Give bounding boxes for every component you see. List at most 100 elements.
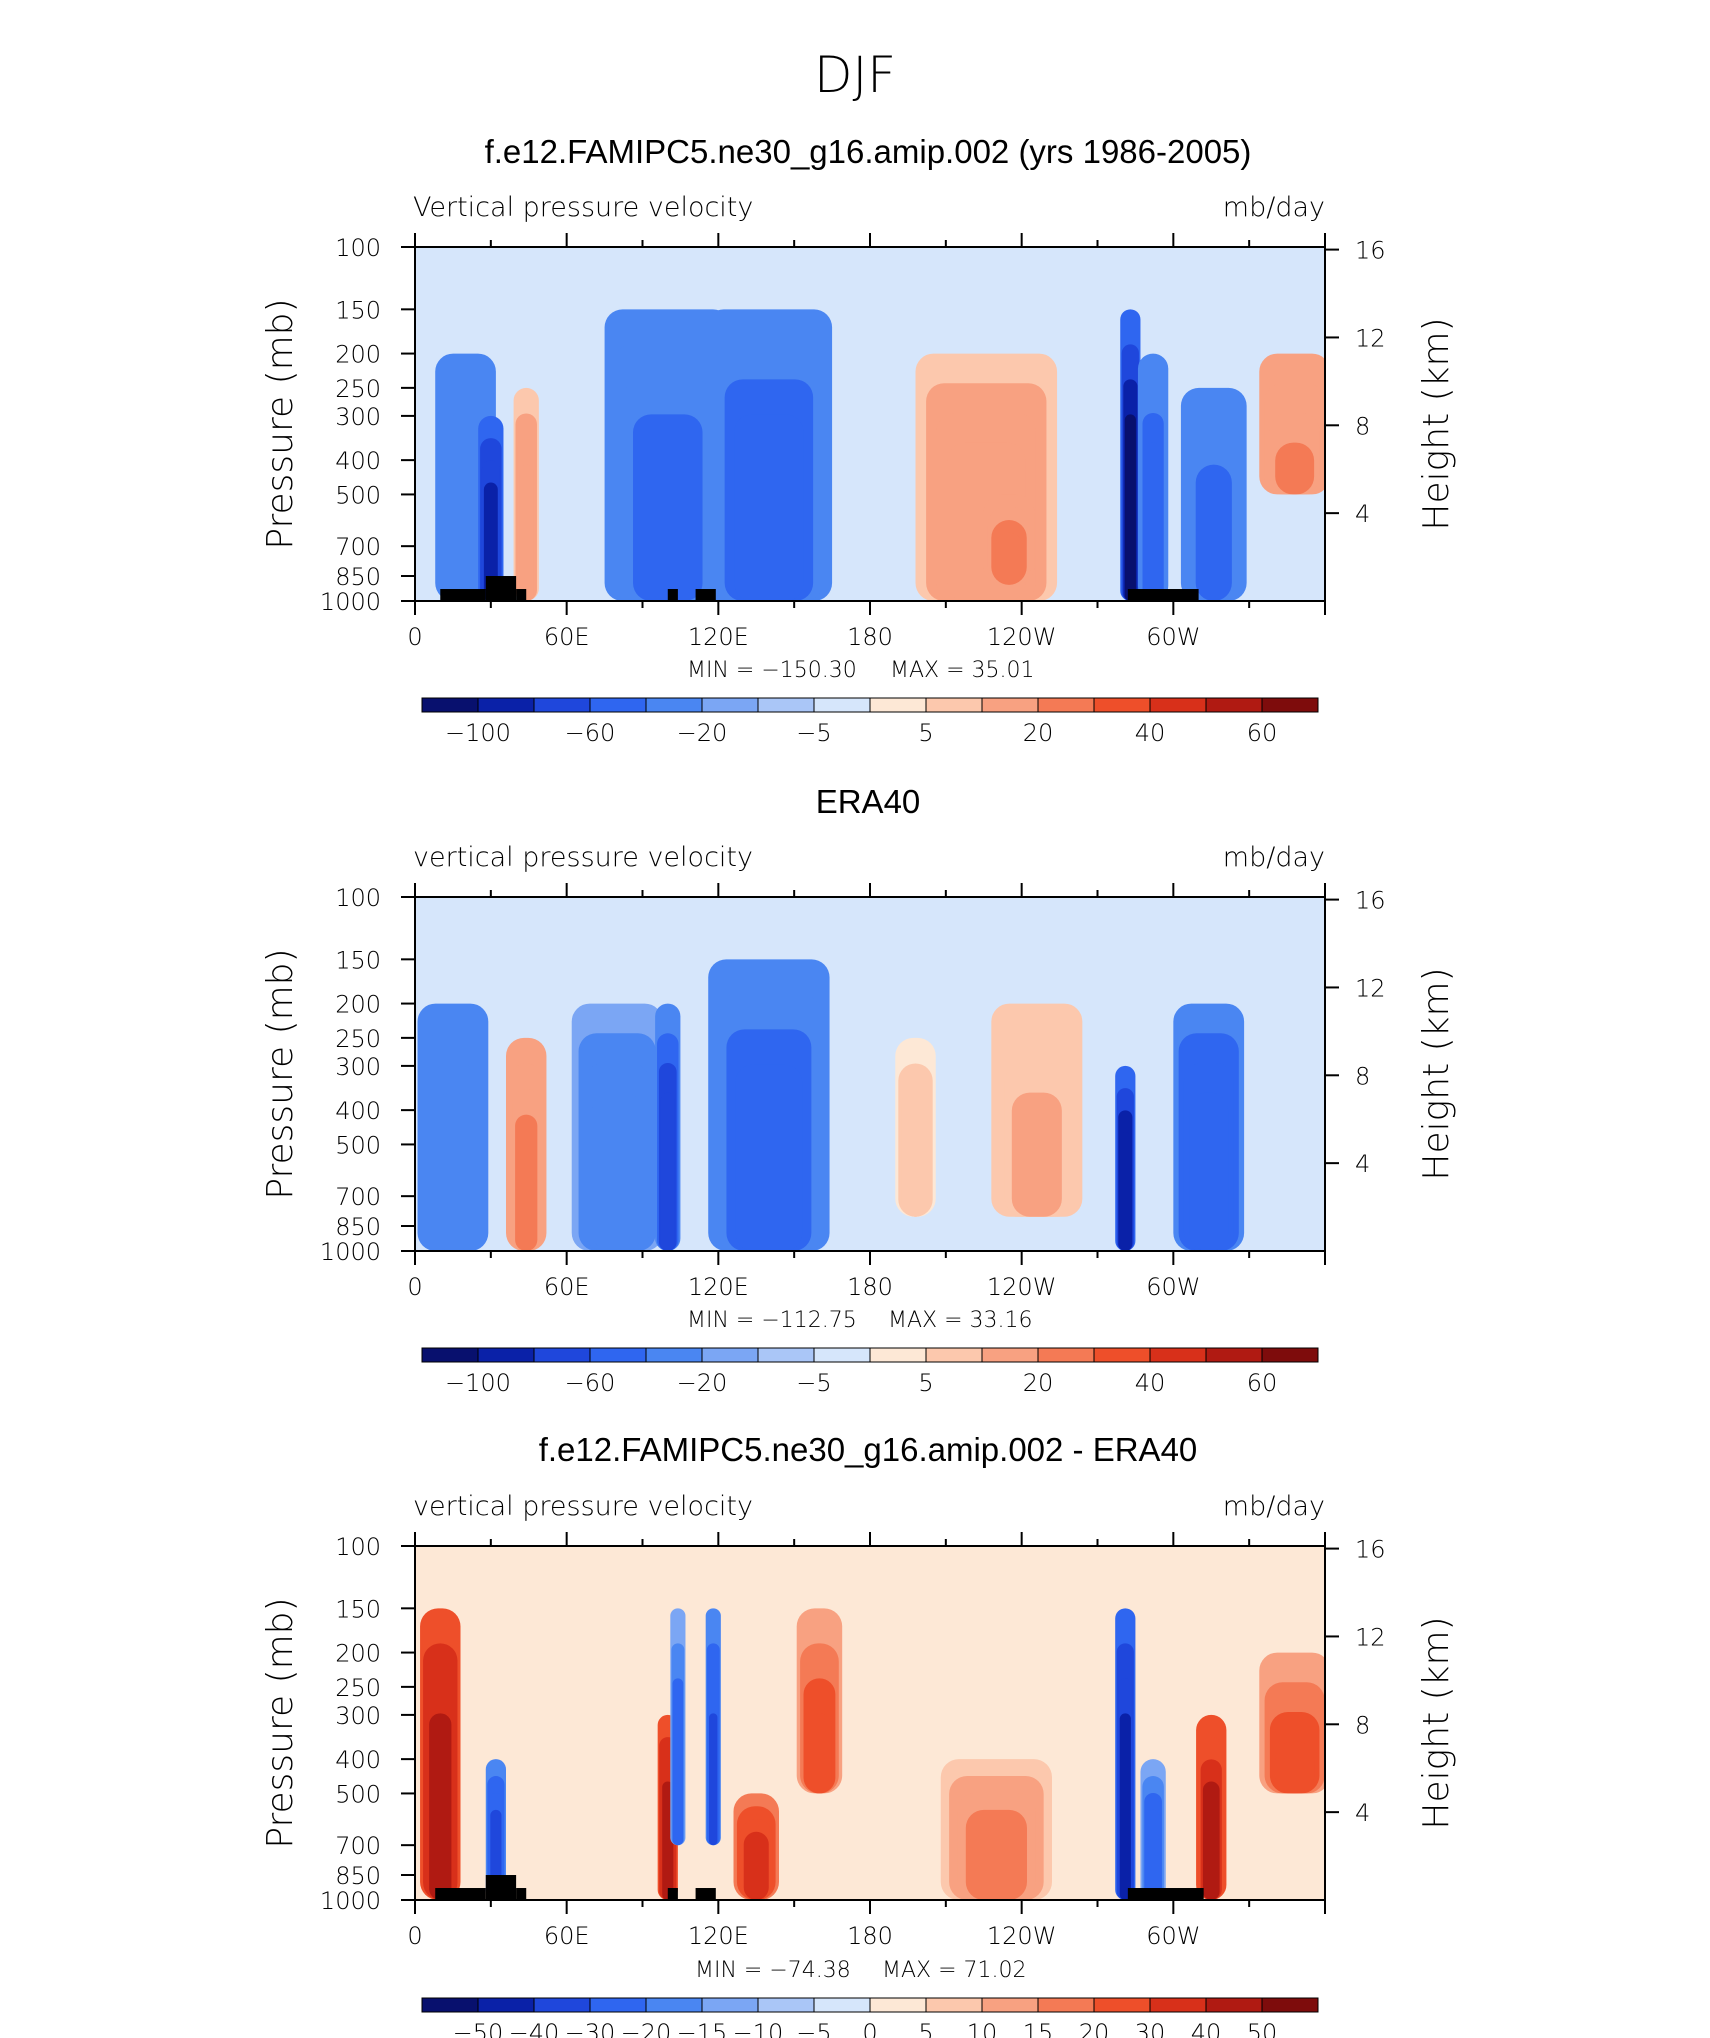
colorbar-box: [757, 1997, 815, 2013]
colorbar-box: [645, 697, 703, 713]
field-cell-1-3: [515, 1114, 538, 1251]
y-axis-title-right: Height (km): [1416, 1616, 1457, 1829]
colorbar-box: [1149, 1997, 1207, 2013]
colorbar-label: −20: [621, 2019, 672, 2038]
y-tick-label: 700: [335, 1183, 381, 1211]
y-tick-label: 100: [335, 234, 381, 262]
colorbar-box: [645, 1997, 703, 2013]
colorbar-box: [1093, 1347, 1151, 1363]
colorbar-label: 30: [1135, 2019, 1166, 2038]
field-cell-8-3: [1189, 1092, 1229, 1251]
colorbar-label: −30: [565, 2019, 616, 2038]
field-cell-6-3: [806, 1713, 832, 1794]
colorbar-label: 60: [1247, 719, 1278, 747]
x-tick-label: 60E: [544, 1273, 590, 1301]
y-tick-label: 300: [335, 1702, 381, 1730]
colorbar-box: [421, 697, 479, 713]
topography-3: [667, 589, 678, 601]
y-tick-label: 700: [335, 1832, 381, 1860]
field-cell-8-3: [1144, 442, 1162, 601]
colorbar-box: [1261, 1347, 1319, 1363]
panel-1-title: f.e12.FAMIPC5.ne30_g16.amip.002 (yrs 198…: [485, 133, 1252, 170]
field-background: [415, 247, 1325, 601]
colorbar-label: −20: [677, 719, 728, 747]
field-cell-2-3: [592, 1092, 643, 1251]
field-cell-9-3: [1195, 464, 1232, 601]
field-cell-5-3: [743, 1831, 769, 1900]
field-cell-6-3: [995, 532, 1023, 585]
x-tick-label: 0: [407, 1922, 422, 1950]
field-cell-10-3: [1275, 442, 1315, 495]
x-tick-label: 120E: [688, 1273, 749, 1301]
panel-2-max: MAX = 33.16: [888, 1308, 1033, 1333]
y-tick-label: 150: [335, 946, 381, 974]
colorbar-label: 20: [1023, 719, 1054, 747]
colorbar-box: [981, 1347, 1039, 1363]
colorbar-box: [869, 1997, 927, 2013]
field-cells: [420, 1608, 1325, 1900]
topography-2: [516, 1888, 527, 1900]
topography-1: [485, 576, 517, 601]
panel-3-colorbar: −50 −40 −30 −20 −15 −10 −5 0 5 10 15 20 30 40 50: [421, 1997, 1319, 2038]
colorbar-box: [1093, 1997, 1151, 2013]
colorbar-label: −60: [565, 1369, 616, 1397]
x-tick-label: 60E: [544, 1922, 590, 1950]
y-tick-label: 250: [335, 1674, 381, 1702]
colorbar-box: [757, 1347, 815, 1363]
colorbar-label: 5: [918, 1369, 933, 1397]
colorbar-label: −100: [445, 1369, 511, 1397]
colorbar-box: [701, 1347, 759, 1363]
colorbar-box: [477, 697, 535, 713]
colorbar-label: −50: [453, 2019, 504, 2038]
colorbar-label: −10: [733, 2019, 784, 2038]
x-tick-label: 0: [407, 623, 422, 651]
topography-5: [1127, 1888, 1204, 1900]
panel-1-colorbar: −100 −60 −20 −5 5 20 40 60: [421, 697, 1319, 747]
y-tick-label: 500: [335, 481, 381, 509]
colorbar-box: [1261, 1997, 1319, 2013]
y-right-tick-label: 8: [1355, 1711, 1370, 1739]
colorbar-label: −60: [565, 719, 616, 747]
colorbar-label: 5: [918, 2019, 933, 2038]
colorbar-box: [1261, 697, 1319, 713]
colorbar-box: [925, 1347, 983, 1363]
topography-5: [1127, 589, 1199, 601]
x-tick-label: 60W: [1146, 1922, 1200, 1950]
y-tick-label: 200: [335, 341, 381, 369]
colorbar-label: 10: [967, 2019, 998, 2038]
field-cell-5-3: [904, 1114, 927, 1217]
colorbar-label: −40: [509, 2019, 560, 2038]
colorbar-box: [981, 1997, 1039, 2013]
colorbar-label: 5: [918, 719, 933, 747]
panel-3-max: MAX = 71.02: [882, 1958, 1027, 1983]
colorbar-box: [1149, 1347, 1207, 1363]
colorbar-label: −5: [796, 2019, 831, 2038]
topography-3: [667, 1888, 678, 1900]
y-tick-label: 200: [335, 991, 381, 1019]
y-right-tick-label: 8: [1355, 1062, 1370, 1090]
y-axis-title: Pressure (mb): [260, 1597, 301, 1848]
x-tick-label: 0: [407, 1273, 422, 1301]
y-right-tick-label: 8: [1355, 412, 1370, 440]
y-tick-label: 1000: [320, 1238, 381, 1266]
x-tick-label: 120E: [688, 1922, 749, 1950]
panel-3-left-label: vertical pressure velocity: [413, 1491, 753, 1522]
topography-0: [440, 589, 486, 601]
figure-title: DJF: [814, 46, 896, 104]
colorbar-box: [813, 1997, 871, 2013]
colorbar-box: [925, 1997, 983, 2013]
panel-2-colorbar: −100 −60 −20 −5 5 20 40 60: [421, 1347, 1319, 1397]
colorbar-box: [1037, 1997, 1095, 2013]
field-cell-2-3: [519, 464, 534, 601]
y-tick-label: 700: [335, 533, 381, 561]
field-cell-6-3: [1011, 1092, 1062, 1217]
colorbar-label: 15: [1023, 2019, 1054, 2038]
field-cell-8-3: [1119, 1713, 1131, 1900]
colorbar-box: [925, 697, 983, 713]
colorbar-box: [421, 1997, 479, 2013]
colorbar-label: −5: [796, 1369, 831, 1397]
field-cell-9-3: [1146, 1809, 1161, 1900]
field-cell-7-3: [1124, 414, 1136, 601]
field-cell-4-3: [709, 1713, 718, 1846]
